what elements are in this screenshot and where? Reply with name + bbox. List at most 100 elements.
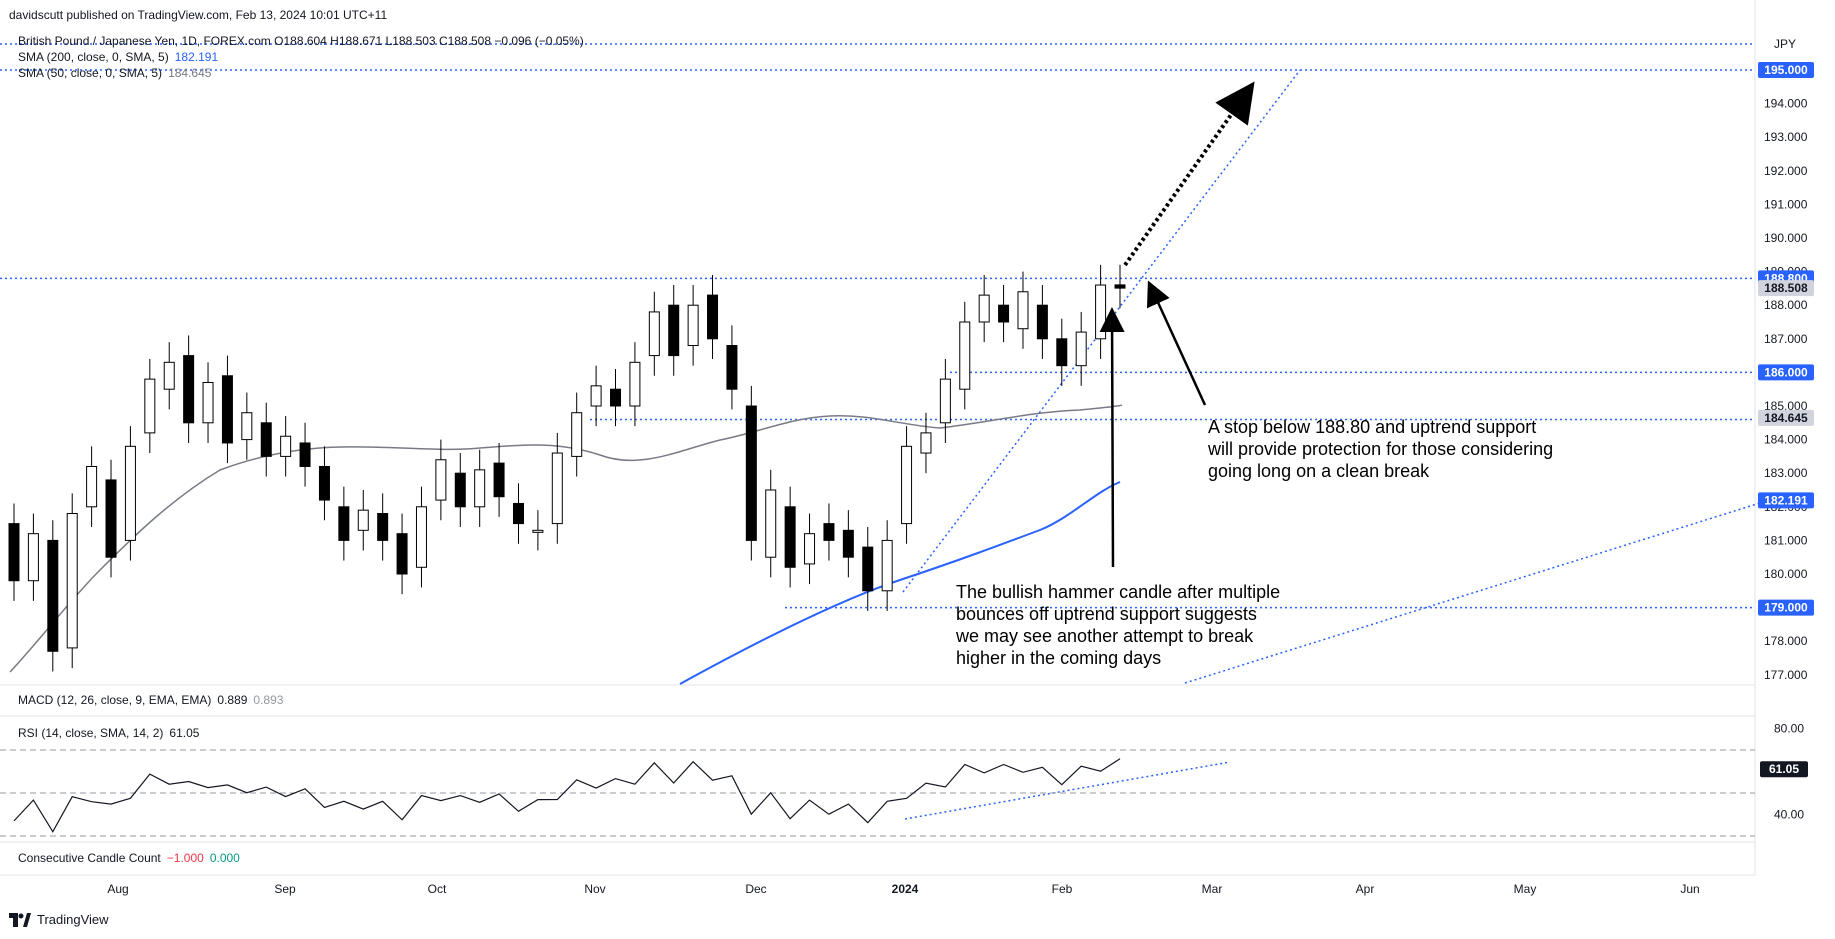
price-tick-label: 191.000 <box>1764 197 1808 211</box>
ccc-legend: Consecutive Candle Count −1.000 0.000 <box>18 851 240 865</box>
candle-body <box>687 304 699 347</box>
candle-body <box>939 378 951 424</box>
candle-body <box>105 479 117 558</box>
candle-body <box>804 533 816 565</box>
rsi-tick-label: 80.00 <box>1774 722 1804 736</box>
hammer-annotation-line: The bullish hammer candle after multiple <box>956 582 1281 602</box>
rsi-last-value-badge <box>1760 761 1808 778</box>
candle-body <box>415 506 427 568</box>
price-tick-label: 181.000 <box>1764 533 1808 547</box>
candle-body <box>396 533 408 575</box>
tradingview-brand: TradingView <box>37 912 109 927</box>
price-tick-label: 178.000 <box>1764 634 1808 648</box>
hammer-annotation-arrow <box>1099 307 1125 568</box>
rsi-line <box>13 758 1121 833</box>
time-tick-label: May <box>1514 882 1537 896</box>
hammer-annotation-line: higher in the coming days <box>956 648 1162 668</box>
candle-body <box>668 304 680 357</box>
time-tick-label: Aug <box>107 882 128 896</box>
candle-body <box>221 375 233 444</box>
candle-body <box>377 513 389 541</box>
price-level-badge <box>1758 62 1814 78</box>
candle-body <box>959 321 971 390</box>
candle-body <box>784 506 796 568</box>
price-level-label: 179.000 <box>1764 601 1808 615</box>
candle-body <box>920 432 932 454</box>
candle-body <box>183 355 195 424</box>
candle-body <box>86 465 98 508</box>
candle-body <box>1056 338 1068 367</box>
stop-annotation: A stop below 188.80 and uptrend support … <box>1208 416 1553 482</box>
price-level-label: 188.508 <box>1764 281 1808 295</box>
price-level-label: 184.645 <box>1764 411 1808 425</box>
time-tick-label: Apr <box>1356 882 1375 896</box>
candle-body <box>66 513 78 649</box>
rsi-legend: RSI (14, close, SMA, 14, 2) 61.05 <box>18 726 199 740</box>
candle-body <box>823 523 835 541</box>
price-tick-label: 183.000 <box>1764 466 1808 480</box>
price-level-badge <box>1758 364 1814 381</box>
time-tick-label: Oct <box>428 882 447 896</box>
candlestick-series <box>8 264 1126 672</box>
uptrend-support-line <box>902 69 1301 593</box>
currency-label[interactable]: JPY <box>1774 37 1797 51</box>
rsi-pane[interactable]: 80.00 40.00 61.05 <box>0 722 1808 837</box>
stop-annotation-arrow <box>1146 280 1207 406</box>
candle-body <box>1017 291 1029 330</box>
candle-body <box>144 378 156 434</box>
ccc-value-1: −1.000 <box>166 851 204 865</box>
sma50-label: SMA (50, close, 0, SMA, 5) <box>18 66 163 80</box>
candle-body <box>532 529 544 533</box>
sma200-value: 182.191 <box>174 50 219 64</box>
candle-body <box>512 502 524 525</box>
candle-body <box>726 345 738 390</box>
time-tick-label: Dec <box>745 882 766 896</box>
long-term-trend-line <box>1184 502 1761 684</box>
candle-body <box>648 311 660 357</box>
candle-body <box>590 385 602 407</box>
tradingview-logo[interactable]: TradingView <box>9 912 109 927</box>
candle-body <box>1075 331 1087 367</box>
hammer-annotation: The bullish hammer candle after multiple… <box>956 581 1280 669</box>
macd-legend: MACD (12, 26, close, 9, EMA, EMA) 0.889 0.… <box>18 693 283 707</box>
candle-body <box>357 509 369 531</box>
sma50-value: 184.645 <box>168 66 212 80</box>
candle-body <box>1095 284 1107 340</box>
candle-body <box>8 523 20 582</box>
price-level-label: 195.000 <box>1764 63 1808 77</box>
price-tick-label: 188.000 <box>1764 298 1808 312</box>
tradingview-logo-icon <box>9 912 31 927</box>
price-tick-label: 190.000 <box>1764 231 1808 245</box>
candle-body <box>435 459 447 501</box>
projection-arrow <box>1123 81 1255 267</box>
time-tick-label: Jun <box>1680 882 1699 896</box>
price-tick-label: 193.000 <box>1764 130 1808 144</box>
rsi-trend-line <box>904 761 1231 820</box>
ccc-value-2: 0.000 <box>209 851 240 865</box>
candle-body <box>1114 284 1126 289</box>
candle-body <box>745 405 757 541</box>
stop-annotation-line: going long on a clean break <box>1208 461 1430 481</box>
candle-body <box>707 294 719 340</box>
sma50-legend: SMA (50, close, 0, SMA, 5) 184.645 <box>18 66 211 80</box>
price-level-badge <box>1758 280 1814 297</box>
candle-body <box>493 462 505 498</box>
horizontal-levels[interactable] <box>0 43 1755 609</box>
price-level-badge <box>1758 409 1814 426</box>
price-tick-label: 177.000 <box>1764 668 1808 682</box>
price-tick-label: 180.000 <box>1764 567 1808 581</box>
time-axis[interactable]: Aug Sep Oct Nov Dec 2024 Feb Mar Apr May Jun <box>107 882 1699 896</box>
publisher-line: davidscutt published on TradingView.com,… <box>9 8 388 22</box>
price-level-label: 186.000 <box>1764 365 1808 379</box>
time-tick-label: 2024 <box>892 882 919 896</box>
candle-body <box>27 533 39 582</box>
rsi-tick-label: 40.00 <box>1774 808 1804 822</box>
macd-label: MACD (12, 26, close, 9, EMA, EMA) <box>18 693 212 707</box>
price-tick-label: 192.000 <box>1764 164 1808 178</box>
candle-body <box>454 472 466 508</box>
time-tick-label: Mar <box>1202 882 1223 896</box>
candle-body <box>862 546 874 592</box>
stop-annotation-line: will provide protection for those consid… <box>1208 439 1554 459</box>
price-tick-label: 194.000 <box>1764 97 1808 111</box>
